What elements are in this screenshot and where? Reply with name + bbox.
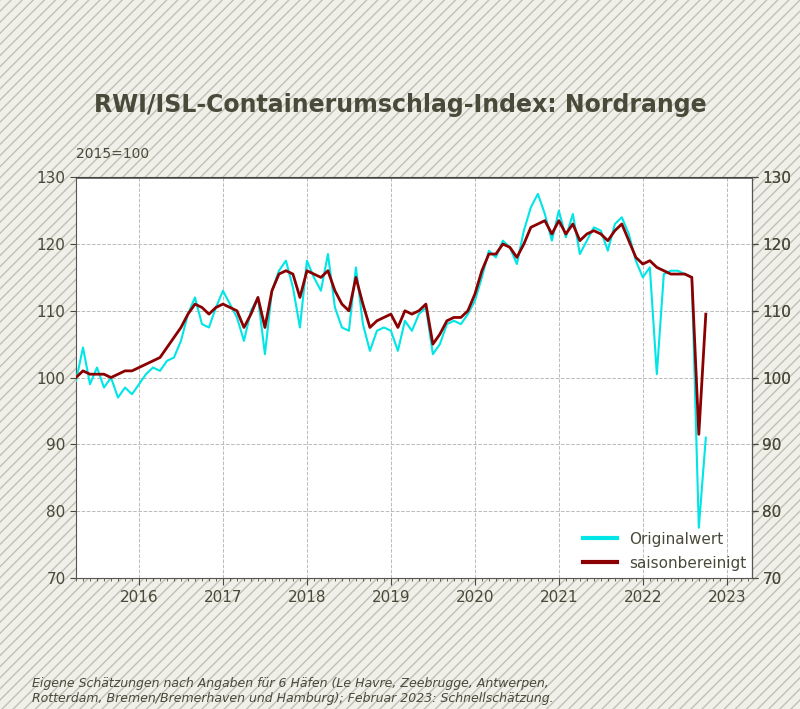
Legend: Originalwert, saisonbereinigt: Originalwert, saisonbereinigt [577, 526, 752, 577]
Text: Eigene Schätzungen nach Angaben für 6 Häfen (Le Havre, Zeebrugge, Antwerpen,
Rot: Eigene Schätzungen nach Angaben für 6 Hä… [32, 678, 554, 705]
Text: 2015=100: 2015=100 [76, 147, 149, 161]
Text: RWI/ISL-Containerumschlag-Index: Nordrange: RWI/ISL-Containerumschlag-Index: Nordran… [94, 93, 706, 117]
